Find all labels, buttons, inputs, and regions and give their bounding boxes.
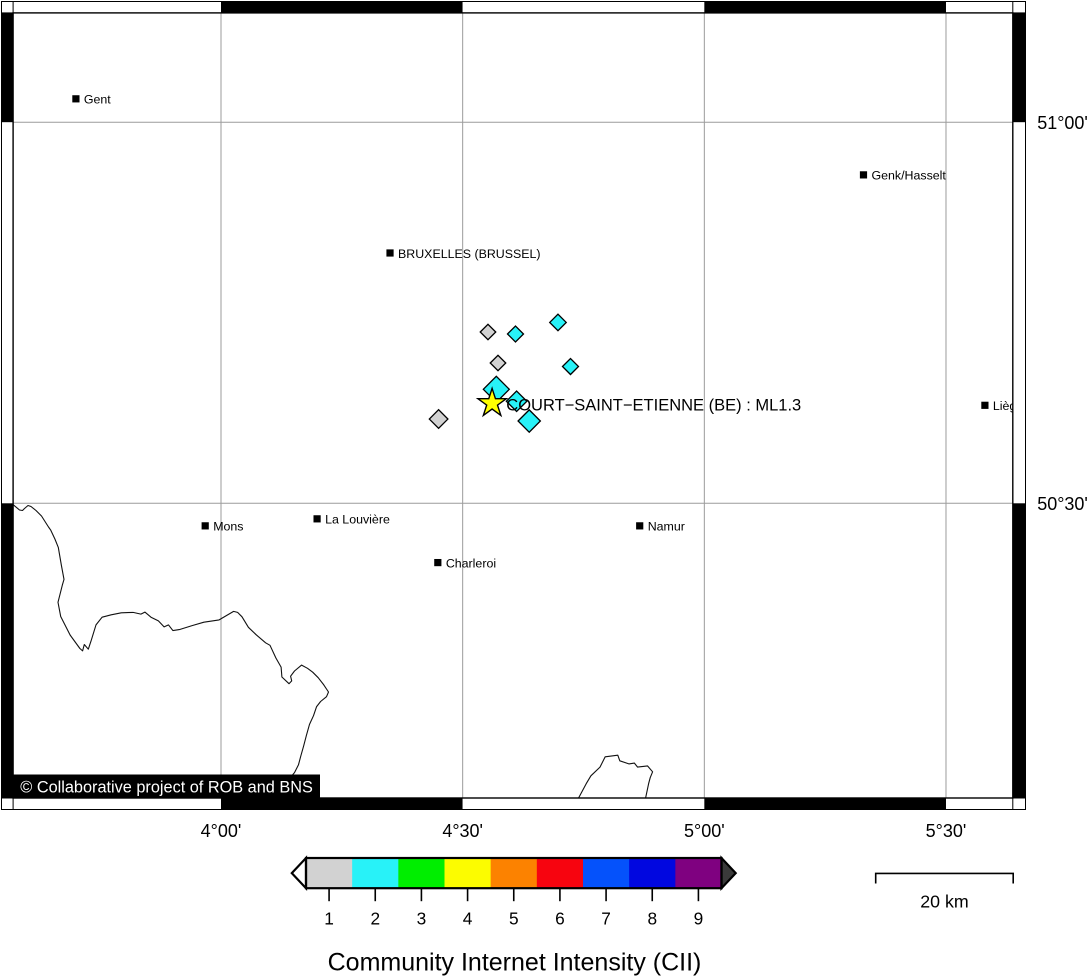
- frame-band-bottom: [13, 798, 221, 810]
- city-square-icon: [981, 401, 989, 409]
- legend-value-label: 1: [324, 909, 334, 929]
- city-marker-group: Charleroi: [434, 556, 496, 570]
- city-label: Mons: [213, 520, 243, 534]
- city-square-icon: [434, 558, 442, 567]
- map-frame: [1, 1, 1026, 810]
- cii-legend-numbers: 1 2 3 4 5 6 7 8 9: [324, 909, 703, 929]
- felt-report-diamond: [428, 408, 449, 430]
- city-label: Charleroi: [446, 556, 496, 570]
- felt-report-diamond: [548, 313, 568, 332]
- country-border-line: [577, 754, 654, 798]
- city-label: La Louvière: [325, 513, 390, 527]
- legend-color-segment: [675, 858, 722, 889]
- frame-corner-square: [1012, 1, 1026, 14]
- legend-color-segment: [306, 858, 353, 889]
- frame-corner-square: [1012, 797, 1026, 810]
- legend-value-label: 6: [555, 909, 565, 929]
- epicenter-star-icon: [475, 386, 509, 418]
- longitude-label: 4°00': [201, 821, 242, 841]
- city-square-icon: [636, 522, 644, 530]
- frame-band-top: [13, 1, 221, 13]
- city-label: Namur: [648, 520, 685, 534]
- frame-band-bottom: [462, 798, 705, 810]
- frame-band-top: [221, 1, 463, 13]
- frame-band-right: [1012, 503, 1026, 798]
- frame-outer-line: [1, 1, 1026, 810]
- legend-color-segment: [583, 858, 630, 889]
- city-label: BRUXELLES (BRUSSEL): [398, 247, 541, 261]
- frame-inner-line: [12, 12, 1014, 799]
- city-marker-group: Liège: [981, 399, 1023, 413]
- frame-band-right: [1012, 12, 1026, 123]
- frame-band-bottom: [221, 798, 463, 810]
- latitude-label: 51°00': [1037, 113, 1088, 133]
- frame-band-top: [945, 1, 1013, 13]
- scale-bar: 20 km: [874, 872, 1014, 912]
- legend-value-label: 9: [694, 909, 704, 929]
- frame-band-bottom: [945, 798, 1013, 810]
- city-marker-group: Gent: [72, 93, 111, 107]
- legend-value-label: 4: [463, 909, 473, 929]
- longitude-label: 4°30': [442, 821, 483, 841]
- frame-band-bottom: [704, 798, 946, 810]
- city-square-icon: [386, 249, 394, 257]
- city-marker-group: La Louvière: [313, 513, 390, 527]
- latitude-label: 50°30': [1037, 494, 1088, 514]
- country-border-line: [13, 503, 330, 780]
- epicenter-label: COURT−SAINT−ETIENNE (BE) : ML1.3: [506, 397, 801, 415]
- copyright-text: © Collaborative project of ROB and BNS: [20, 779, 313, 797]
- frame-band-top: [704, 1, 946, 13]
- legend-color-segment: [490, 858, 538, 889]
- frame-band-left: [1, 12, 14, 123]
- legend-value-label: 7: [601, 909, 611, 929]
- legend-value-label: 8: [647, 909, 657, 929]
- city-label: Liège: [993, 399, 1023, 413]
- scale-bar-label: 20 km: [920, 892, 968, 912]
- scale-bar-bracket: [874, 872, 1014, 884]
- city-label: Genk/Hasselt: [871, 169, 946, 183]
- city-marker-group: BRUXELLES (BRUSSEL): [386, 247, 541, 261]
- felt-report-diamond: [489, 354, 507, 372]
- frame-band-left: [1, 503, 14, 798]
- cii-legend: 1 2 3 4 5 6 7 8 9 Community Internet Intensity (…: [290, 855, 738, 977]
- city-marker-group: Mons: [201, 520, 244, 534]
- frame-band-top: [462, 1, 705, 13]
- map-content: Gent BRUXELLES (BRUSSEL) Genk/Hasselt Liège…: [13, 12, 1023, 798]
- city-label: Gent: [84, 93, 111, 107]
- legend-title: Community Internet Intensity (CII): [328, 949, 702, 977]
- frame-corner-square: [1, 797, 14, 810]
- legend-color-segment: [629, 858, 676, 889]
- legend-color-segment: [352, 858, 399, 889]
- frame-band-left: [1, 122, 14, 504]
- legend-value-label: 2: [370, 909, 380, 929]
- felt-report-diamond: [517, 408, 542, 434]
- longitude-label: 5°00': [684, 821, 725, 841]
- frame-corner-square: [1, 1, 14, 14]
- legend-value-label: 3: [417, 909, 427, 929]
- legend-color-segment: [398, 858, 445, 889]
- frame-band-right: [1012, 122, 1026, 504]
- cii-legend-ticks: [328, 888, 700, 902]
- city-square-icon: [72, 95, 80, 103]
- felt-report-diamond: [506, 325, 525, 343]
- city-marker-group: Genk/Hasselt: [859, 169, 946, 183]
- city-square-icon: [201, 522, 209, 530]
- longitude-label: 5°30': [926, 821, 967, 841]
- felt-report-diamond: [505, 390, 528, 413]
- copyright-bar: © Collaborative project of ROB and BNS: [13, 774, 320, 798]
- legend-color-segment: [444, 858, 492, 889]
- legend-value-label: 5: [509, 909, 519, 929]
- cii-legend-segments: [306, 858, 722, 889]
- city-square-icon: [859, 171, 868, 179]
- copyright-bar-background: [13, 774, 320, 798]
- city-square-icon: [313, 515, 321, 523]
- felt-report-diamond: [561, 357, 580, 376]
- felt-report-diamond: [479, 323, 497, 341]
- axis-labels: 4°00' 4°30' 5°00' 5°30' 51°00' 50°30': [201, 113, 1088, 841]
- legend-color-segment: [536, 858, 584, 889]
- city-marker-group: Namur: [636, 520, 685, 534]
